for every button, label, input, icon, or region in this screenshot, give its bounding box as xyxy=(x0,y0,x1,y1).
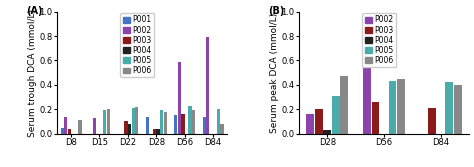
Bar xyxy=(125,121,128,134)
Bar xyxy=(217,109,220,134)
Bar xyxy=(68,129,71,134)
Bar xyxy=(178,62,181,134)
Bar xyxy=(153,129,156,134)
Y-axis label: Serum peak DCA (mmol/L): Serum peak DCA (mmol/L) xyxy=(270,13,279,133)
Bar xyxy=(128,124,131,134)
Bar xyxy=(107,109,110,134)
Bar xyxy=(132,108,135,134)
Bar xyxy=(206,37,210,134)
Bar xyxy=(192,110,195,134)
Bar xyxy=(202,117,206,134)
Bar xyxy=(363,49,371,134)
Bar xyxy=(323,130,331,134)
Bar xyxy=(160,110,163,134)
Bar xyxy=(78,120,82,134)
Bar xyxy=(446,82,453,134)
Bar xyxy=(454,85,462,134)
Y-axis label: Serum trough DCA (mmol/L): Serum trough DCA (mmol/L) xyxy=(27,9,36,137)
Bar xyxy=(181,114,184,134)
Bar xyxy=(340,76,348,134)
Bar xyxy=(306,114,314,134)
Bar xyxy=(64,117,67,134)
Bar xyxy=(92,118,96,134)
Legend: P002, P003, P004, P005, P006: P002, P003, P004, P005, P006 xyxy=(362,13,396,67)
Bar xyxy=(103,110,107,134)
Bar xyxy=(372,102,380,134)
Legend: P001, P002, P003, P004, P005, P006: P001, P002, P003, P004, P005, P006 xyxy=(120,13,154,77)
Bar xyxy=(135,107,138,134)
Bar xyxy=(174,115,177,134)
Bar xyxy=(61,127,64,134)
Bar xyxy=(146,117,149,134)
Bar xyxy=(164,112,167,134)
Bar xyxy=(220,124,224,134)
Bar xyxy=(315,109,323,134)
Text: (B): (B) xyxy=(268,6,284,16)
Bar xyxy=(188,106,191,134)
Bar xyxy=(332,96,340,134)
Bar xyxy=(428,108,436,134)
Bar xyxy=(397,79,405,134)
Text: (A): (A) xyxy=(26,6,43,16)
Bar xyxy=(389,81,396,134)
Bar xyxy=(156,129,160,134)
